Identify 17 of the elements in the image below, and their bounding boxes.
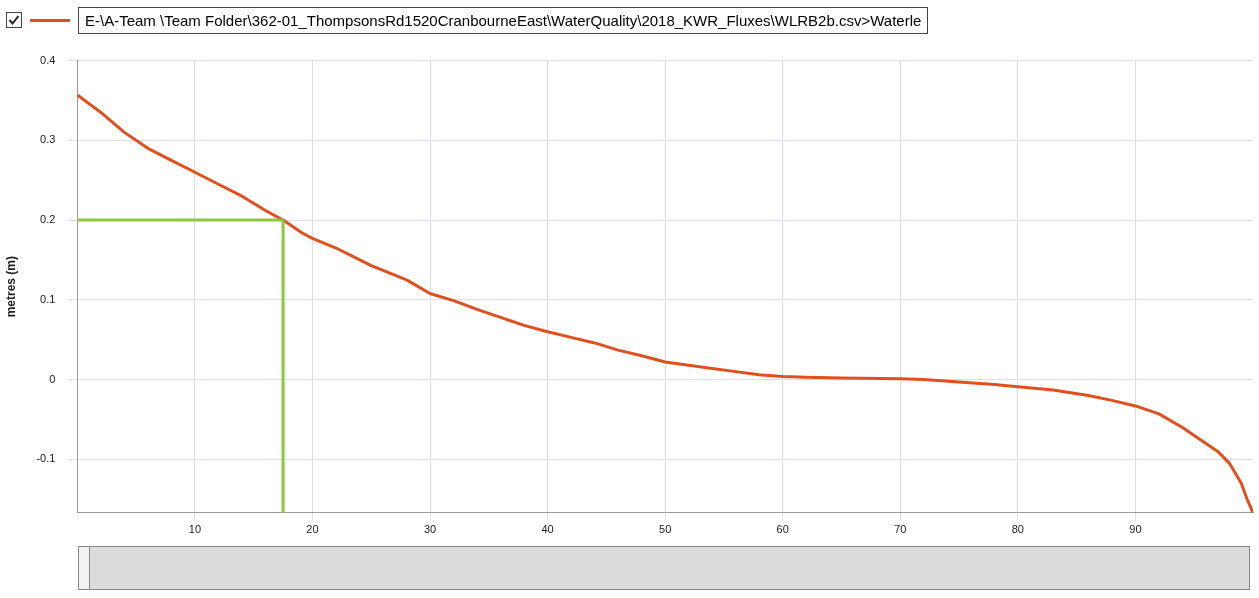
x-tick-label: 50	[659, 523, 672, 536]
x-tick-label: 40	[541, 523, 554, 536]
legend-label: E-\A-Team \Team Folder\362-01_ThompsonsRd1520CranbourneEast\WaterQuality\2018_KWR_Fluxes\WLRB2b.csv>Waterle	[78, 6, 929, 34]
y-tick-label: 0.3	[40, 133, 56, 146]
y-tick-label: 0	[49, 372, 56, 385]
x-tick-label: 70	[894, 523, 907, 536]
x-tick-label: 30	[423, 523, 437, 536]
x-tick-label: 60	[776, 523, 789, 536]
x-tick-label: 80	[1011, 523, 1024, 536]
x-tick-label: 10	[188, 523, 202, 536]
x-tick-label: 20	[306, 523, 319, 536]
y-axis-title: metres (m)	[3, 256, 18, 318]
y-tick-label: 0.2	[40, 213, 56, 226]
y-tick-label: 0.4	[40, 53, 56, 66]
x-tick-label: 90	[1129, 523, 1142, 536]
y-tick-label: -0.1	[36, 452, 56, 465]
y-tick-label: 0.1	[40, 292, 56, 305]
